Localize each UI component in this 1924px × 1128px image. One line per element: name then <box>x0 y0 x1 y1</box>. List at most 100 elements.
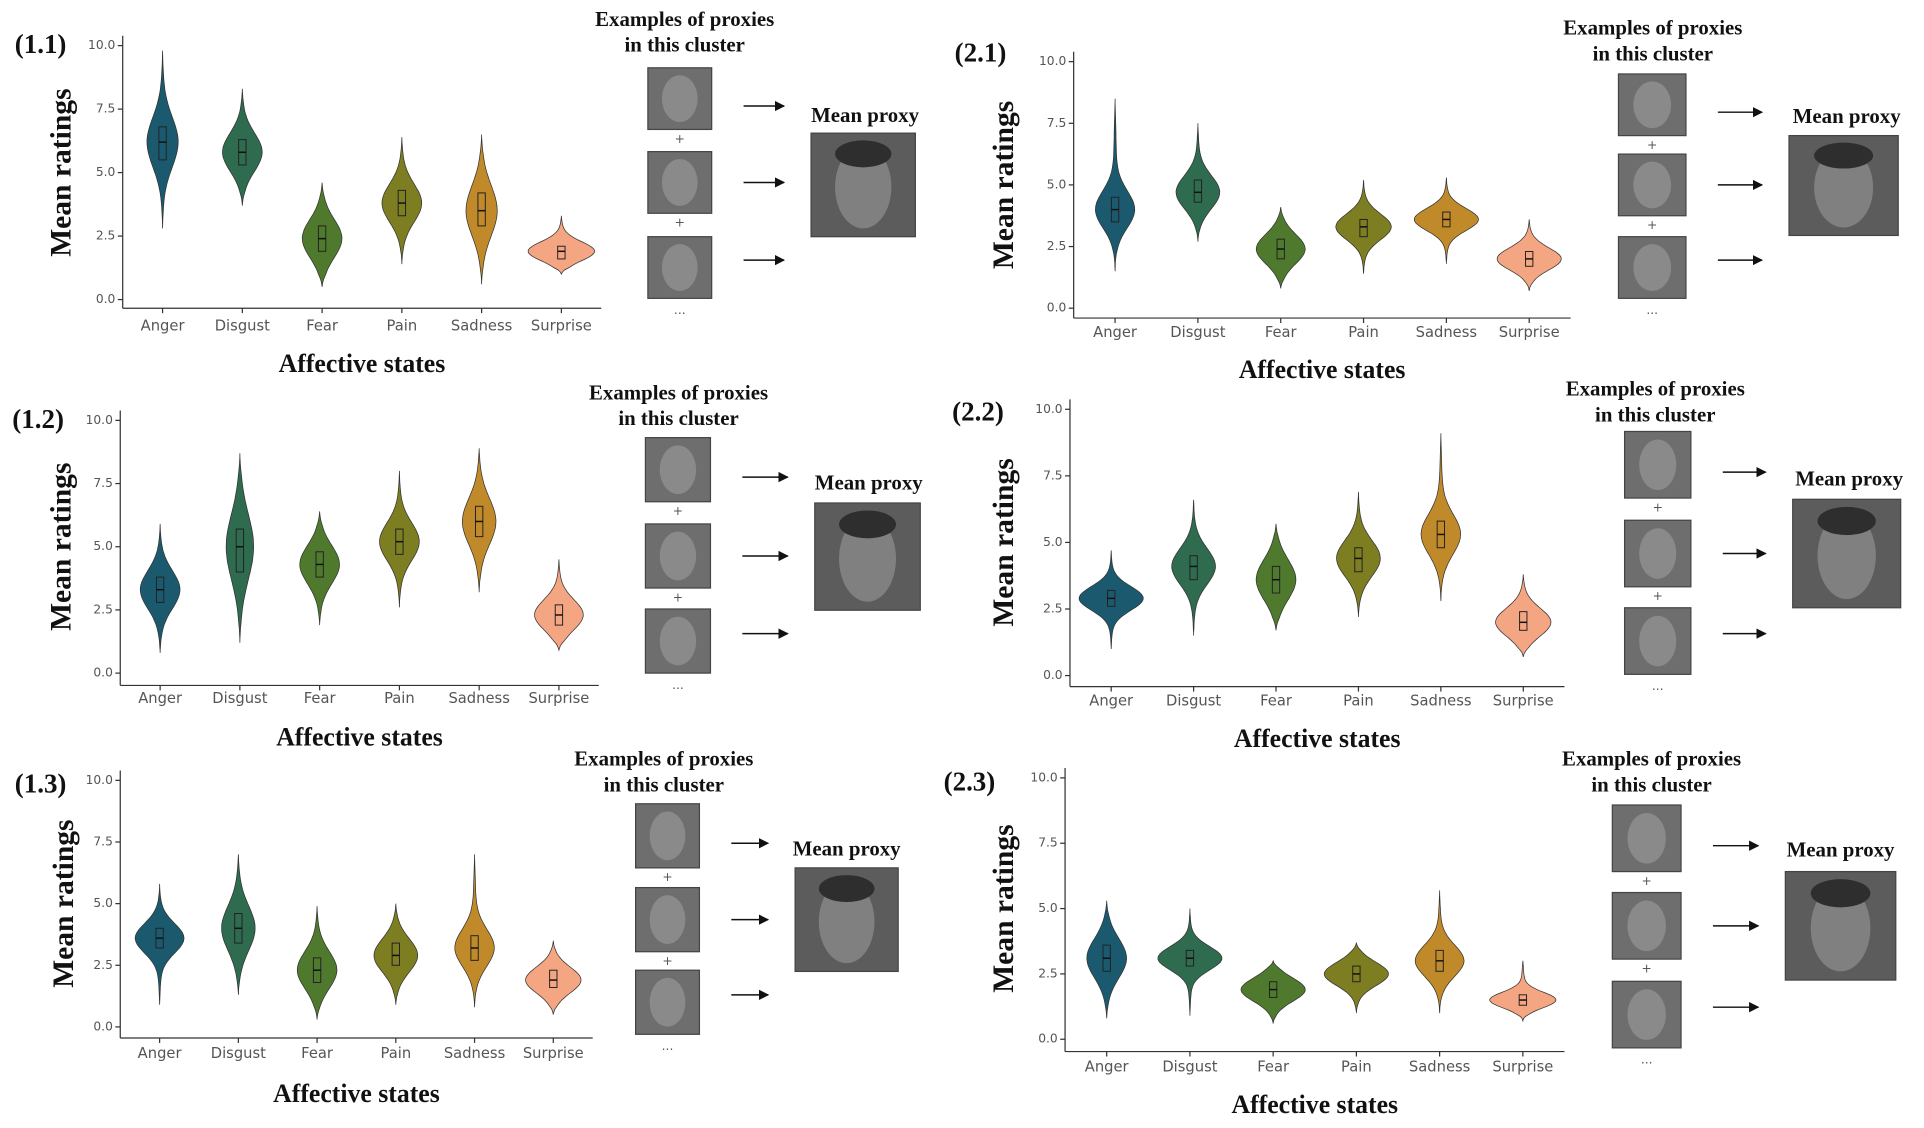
x-tick-label: Fear <box>301 1045 334 1062</box>
violin <box>134 883 185 1005</box>
x-tick-label: Surprise <box>523 1045 584 1062</box>
x-axis-label: Affective states <box>1231 1090 1398 1119</box>
x-tick-label: Pain <box>380 1045 411 1062</box>
violin <box>461 448 497 593</box>
violin <box>1157 908 1223 1016</box>
proxies-title: in this cluster <box>1595 402 1715 426</box>
ellipsis: ... <box>1641 1053 1653 1067</box>
proxy-face <box>1627 900 1666 952</box>
x-tick-label: Surprise <box>528 690 589 707</box>
y-tick-label: 10.0 <box>1039 54 1066 68</box>
y-tick-label: 2.5 <box>1038 966 1058 980</box>
y-tick-label: 0.0 <box>1047 301 1067 315</box>
y-tick-label: 2.5 <box>93 958 113 972</box>
violin <box>299 511 340 626</box>
proxy-face <box>659 445 697 495</box>
proxies-title: Examples of proxies <box>595 7 774 31</box>
y-tick-label: 5.0 <box>1047 177 1067 191</box>
x-tick-label: Surprise <box>1499 324 1560 341</box>
separator: + <box>1642 961 1652 975</box>
violin <box>1420 433 1462 602</box>
proxy-face <box>1639 439 1677 491</box>
y-tick-label: 5.0 <box>96 165 116 179</box>
violin <box>1336 491 1381 618</box>
proxies-title: in this cluster <box>624 33 744 57</box>
box <box>235 528 245 573</box>
violin <box>1078 550 1144 649</box>
x-axis-label: Affective states <box>279 349 446 378</box>
proxies-title: Examples of proxies <box>1563 15 1742 39</box>
box <box>1354 547 1363 573</box>
box <box>1519 611 1528 631</box>
proxies-title: Examples of proxies <box>589 380 768 404</box>
x-tick-label: Sadness <box>1416 324 1477 341</box>
separator: + <box>1647 138 1657 152</box>
mean-proxy-hair <box>1817 506 1876 536</box>
y-tick-label: 7.5 <box>93 476 113 490</box>
x-tick-label: Anger <box>138 690 183 707</box>
ellipsis: ... <box>674 303 686 317</box>
box <box>158 126 167 161</box>
proxy-face <box>649 895 686 945</box>
x-tick-label: Anger <box>141 318 186 335</box>
mean-proxy-title: Mean proxy <box>1795 467 1903 491</box>
violin <box>1414 890 1465 1014</box>
box <box>1359 218 1368 238</box>
separator: + <box>1653 589 1663 603</box>
y-tick-label: 10.0 <box>1030 770 1057 784</box>
violin <box>454 854 495 1008</box>
proxy-face <box>1633 81 1672 129</box>
separator: + <box>1642 874 1652 888</box>
y-tick-label: 2.5 <box>93 602 113 616</box>
x-tick-label: Disgust <box>1170 324 1225 341</box>
violin <box>1240 959 1306 1024</box>
separator: + <box>1653 500 1663 514</box>
proxy-face <box>659 531 697 581</box>
mean-proxy-hair <box>835 140 892 168</box>
y-tick-label: 0.0 <box>93 1019 113 1033</box>
violin <box>1489 960 1557 1023</box>
x-tick-label: Disgust <box>211 1045 266 1062</box>
x-tick-label: Disgust <box>1166 692 1221 709</box>
x-tick-label: Sadness <box>1410 692 1471 709</box>
proxy-face <box>1633 161 1672 209</box>
separator: + <box>662 954 672 968</box>
x-tick-label: Anger <box>138 1045 183 1062</box>
proxies-title: in this cluster <box>604 772 724 796</box>
x-axis-label: Affective states <box>1234 724 1401 753</box>
x-tick-label: Sadness <box>451 318 512 335</box>
violin <box>1095 98 1136 272</box>
x-tick-label: Anger <box>1093 324 1138 341</box>
violin <box>465 134 498 285</box>
proxies-title: in this cluster <box>1591 772 1711 796</box>
violin <box>146 50 179 229</box>
violin <box>1086 900 1127 1019</box>
violin <box>1496 219 1562 292</box>
proxies-title: Examples of proxies <box>1566 377 1745 401</box>
mean-proxy-face <box>1817 512 1876 600</box>
y-tick-label: 0.0 <box>93 666 113 680</box>
proxies-title: in this cluster <box>1593 41 1713 65</box>
y-tick-label: 7.5 <box>1047 116 1067 130</box>
y-tick-label: 5.0 <box>93 539 113 553</box>
panel-label: (1.3) <box>15 769 67 799</box>
x-tick-label: Pain <box>384 690 415 707</box>
y-axis-label: Mean ratings <box>48 819 80 987</box>
separator: + <box>675 216 685 230</box>
violin <box>373 903 419 1005</box>
violin <box>1255 207 1306 289</box>
box <box>557 245 566 260</box>
x-tick-label: Fear <box>1265 324 1298 341</box>
y-tick-label: 0.0 <box>1043 668 1063 682</box>
proxy-face <box>661 75 698 123</box>
x-tick-label: Disgust <box>1162 1059 1217 1076</box>
proxy-face <box>649 977 686 1027</box>
y-axis-label: Mean ratings <box>988 458 1020 626</box>
proxy-face <box>1627 812 1666 864</box>
y-tick-label: 7.5 <box>96 102 116 116</box>
mean-proxy-title: Mean proxy <box>815 470 923 494</box>
y-tick-label: 2.5 <box>1043 601 1063 615</box>
violin <box>296 906 338 1020</box>
proxy-face <box>1639 528 1677 579</box>
x-tick-label: Fear <box>306 318 339 335</box>
